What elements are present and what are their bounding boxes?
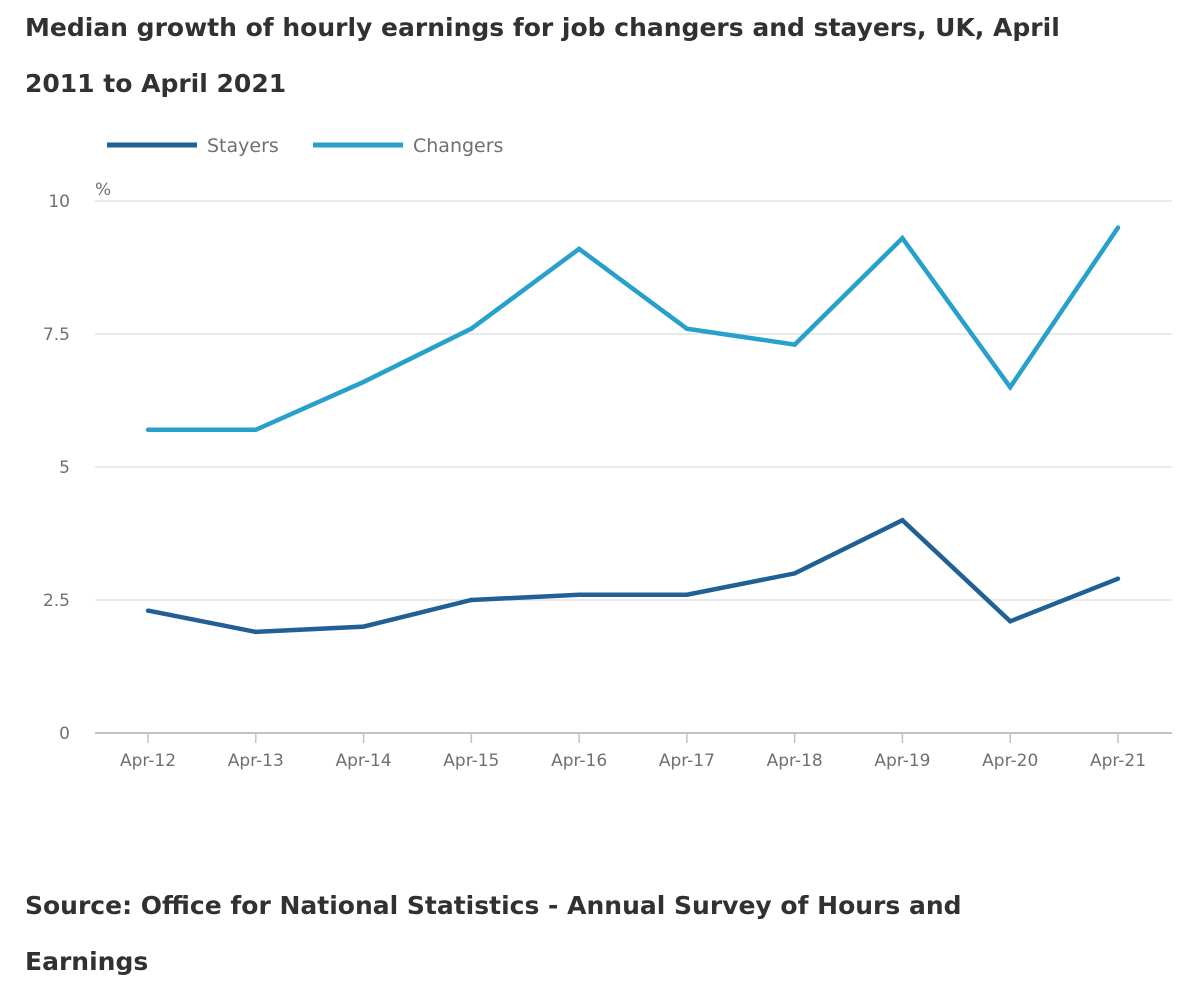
x-tick-label: Apr-18 (767, 751, 823, 771)
data-point-stayers (145, 608, 151, 613)
data-point-changers (145, 427, 151, 432)
y-tick-label: 5 (59, 458, 70, 478)
data-point-stayers (576, 592, 582, 597)
data-point-changers (1008, 385, 1013, 390)
data-point-stayers (1008, 619, 1013, 624)
data-point-changers (900, 236, 905, 241)
x-tick-label: Apr-15 (443, 751, 499, 771)
data-point-stayers (361, 624, 366, 629)
data-point-changers (253, 427, 258, 432)
legend: Stayers Changers (107, 135, 503, 157)
y-axis-unit-label: % (95, 180, 111, 200)
data-point-stayers (792, 571, 797, 576)
x-tick-label: Apr-20 (982, 751, 1038, 771)
x-tick-label: Apr-19 (874, 751, 930, 771)
legend-label-stayers: Stayers (207, 135, 279, 157)
chart-title: Median growth of hourly earnings for job… (25, 13, 1060, 98)
series-lines (145, 225, 1121, 635)
data-point-stayers (1115, 576, 1121, 581)
x-tick-label: Apr-14 (336, 751, 392, 771)
x-tick-label: Apr-12 (120, 751, 176, 771)
data-point-stayers (469, 597, 474, 603)
x-tick-label: Apr-21 (1090, 751, 1146, 771)
data-point-changers (361, 379, 366, 385)
series-line-stayers (147, 517, 1119, 635)
data-point-changers (1115, 225, 1121, 230)
gridlines (95, 200, 1172, 601)
y-axis: 0 2.5 5 7.5 10 (43, 192, 70, 744)
x-tick-label: Apr-16 (551, 751, 607, 771)
y-tick-label: 7.5 (43, 325, 70, 345)
line-chart: Stayers Changers % 02.557.510 Apr-12 Apr-… (43, 135, 1172, 771)
data-point-stayers (900, 518, 905, 523)
y-tick-label: 2.5 (43, 591, 70, 611)
data-point-stayers (684, 592, 690, 597)
series-line-changers (148, 226, 1120, 433)
x-axis: Apr-12 Apr-13 Apr-14 Apr-15 Apr-16 Apr-17 Apr-… (95, 732, 1172, 771)
data-point-stayers (253, 629, 258, 635)
x-tick-label: Apr-13 (228, 751, 284, 771)
data-point-changers (576, 246, 582, 252)
data-point-changers (469, 326, 474, 331)
data-point-changers (684, 326, 690, 331)
data-point-changers (792, 342, 797, 347)
legend-label-changers: Changers (413, 135, 503, 157)
source-note: Source: Office for National Statistics -… (25, 891, 962, 976)
y-tick-label: 0 (59, 724, 70, 744)
y-tick-label: 10 (48, 192, 70, 212)
x-tick-label: Apr-17 (659, 751, 715, 771)
